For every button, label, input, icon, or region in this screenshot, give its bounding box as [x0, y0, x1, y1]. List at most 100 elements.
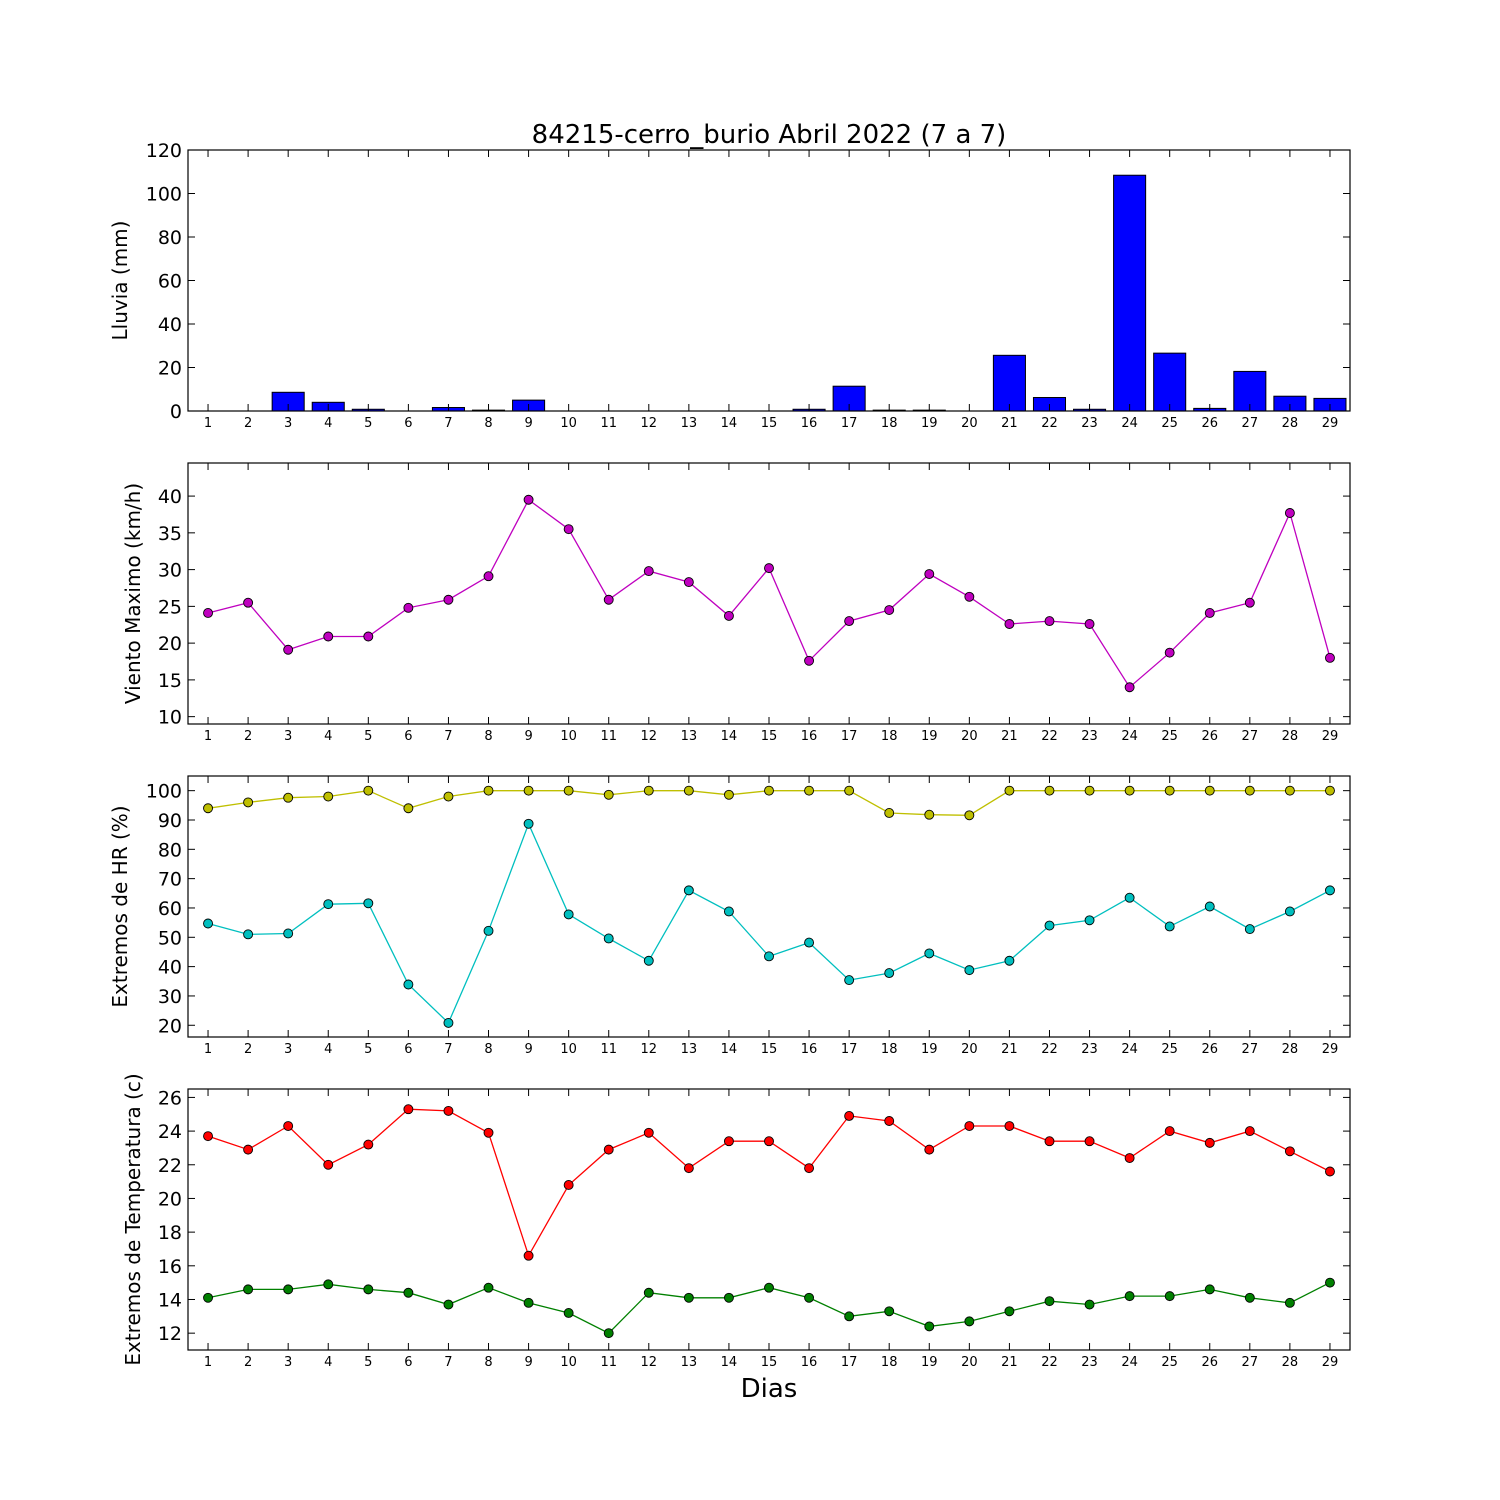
lluvia-xtick-label: 4	[324, 416, 332, 431]
hr-series-0-point-5	[363, 785, 374, 796]
temperatura-series-0-point-12	[643, 1127, 654, 1138]
temperatura-xtick-label: 25	[1161, 1355, 1178, 1370]
temperatura-series-0-point-17	[844, 1110, 855, 1121]
hr-xtick-label: 6	[404, 1042, 412, 1057]
viento-xtick-label: 20	[961, 729, 978, 744]
viento-series-0-point-16	[804, 655, 815, 666]
temperatura-xtick-label: 20	[961, 1355, 978, 1370]
lluvia-xtick-label: 8	[484, 416, 492, 431]
lluvia-xtick-label: 9	[524, 416, 532, 431]
hr-series-1-point-7	[443, 1017, 454, 1028]
viento-xtick-label: 11	[600, 729, 617, 744]
lluvia-ytick-label: 120	[146, 140, 182, 162]
viento-series-0-point-18	[884, 605, 895, 615]
hr-y-axis-label: Extremos de HR (%)	[108, 805, 132, 1007]
viento-xtick-label: 17	[841, 729, 858, 744]
viento-series-0-point-29	[1325, 652, 1335, 663]
temperatura-y-axis-label: Extremos de Temperatura (c)	[121, 1073, 145, 1365]
viento-series-0-point-23	[1084, 619, 1095, 629]
temperatura-series-1-point-14	[723, 1292, 734, 1303]
hr-xtick-label: 21	[1001, 1042, 1018, 1057]
viento-xtick-label: 14	[721, 729, 738, 744]
hr-series-0-point-9	[523, 785, 534, 796]
temperatura-xtick-label: 8	[484, 1355, 492, 1370]
temperatura-xtick-label: 16	[801, 1355, 818, 1370]
temperatura-ytick-label: 12	[158, 1323, 182, 1345]
temperatura-xtick-label: 23	[1081, 1355, 1098, 1370]
temperatura-series-0-point-22	[1044, 1136, 1055, 1147]
temperatura-xtick-label: 10	[560, 1355, 577, 1370]
hr-series-1-point-13	[683, 885, 694, 896]
temperatura-series-1-point-25	[1164, 1291, 1175, 1302]
hr-series-0-point-26	[1204, 785, 1215, 796]
hr-series-1-point-20	[964, 965, 975, 976]
temperatura-xtick-label: 3	[284, 1355, 292, 1370]
temperatura-series-1-point-21	[1004, 1306, 1015, 1317]
temperatura-xtick-label: 26	[1201, 1355, 1218, 1370]
hr-xtick-label: 24	[1121, 1042, 1138, 1057]
viento-xtick-label: 15	[761, 729, 778, 744]
viento-xtick-label: 22	[1041, 729, 1058, 744]
hr-ytick-label: 30	[158, 986, 182, 1008]
hr-series-1-point-12	[643, 955, 654, 966]
viento-xtick-label: 16	[801, 729, 818, 744]
temperatura-series-0-point-11	[603, 1144, 614, 1155]
viento-xtick-label: 23	[1081, 729, 1098, 744]
temperatura-series-0-point-18	[884, 1116, 895, 1126]
lluvia-xtick-label: 5	[364, 416, 372, 431]
temperatura-ytick-label: 18	[158, 1222, 182, 1244]
hr-series-0-point-20	[964, 810, 975, 821]
hr-xtick-label: 1	[204, 1042, 212, 1057]
lluvia-xtick-label: 2	[244, 416, 252, 431]
lluvia-xtick-label: 21	[1001, 416, 1018, 431]
viento-ytick-label: 40	[158, 486, 182, 508]
viento-ytick-label: 20	[158, 633, 182, 655]
hr-xtick-label: 26	[1201, 1042, 1218, 1057]
temperatura-series-0-point-24	[1124, 1153, 1135, 1163]
temperatura-series-0-point-28	[1284, 1146, 1295, 1157]
hr-series-0-point-7	[443, 791, 454, 802]
lluvia-xtick-label: 23	[1081, 416, 1098, 431]
temperatura-series-0-point-21	[1004, 1121, 1015, 1131]
hr-series-1-point-3	[283, 928, 294, 939]
viento-ytick-label: 10	[158, 707, 182, 729]
lluvia-xtick-label: 16	[801, 416, 818, 431]
hr-series-0-point-2	[243, 797, 254, 808]
viento-series-0-point-20	[964, 591, 975, 602]
temperatura-series-0-point-15	[764, 1136, 774, 1147]
viento-xtick-label: 10	[560, 729, 577, 744]
viento-series-0-point-12	[643, 566, 654, 577]
temperatura-series-1-point-26	[1204, 1284, 1215, 1295]
hr-xtick-label: 11	[600, 1042, 617, 1057]
temperatura-series-1-point-20	[964, 1316, 975, 1327]
temperatura-series-0-point-27	[1244, 1126, 1255, 1137]
hr-series-1-point-27	[1244, 924, 1255, 935]
temperatura-xtick-label: 14	[721, 1355, 738, 1370]
temperatura-series-0-point-19	[924, 1144, 935, 1155]
viento-xtick-label: 28	[1282, 729, 1299, 744]
viento-series-0-point-28	[1284, 508, 1295, 518]
hr-series-0-point-6	[403, 803, 414, 814]
hr-series-1-point-16	[804, 937, 815, 948]
hr-ytick-label: 40	[158, 957, 182, 979]
temperatura-xtick-label: 15	[761, 1355, 778, 1370]
hr-series-0-point-22	[1044, 785, 1055, 796]
temperatura-series-1-point-13	[683, 1292, 694, 1303]
temperatura-ytick-label: 20	[158, 1188, 182, 1210]
lluvia-xtick-label: 13	[681, 416, 698, 431]
lluvia-ytick-label: 20	[158, 358, 182, 380]
lluvia-xtick-label: 25	[1161, 416, 1178, 431]
lluvia-xtick-label: 24	[1121, 416, 1138, 431]
viento-xtick-label: 29	[1322, 729, 1339, 744]
lluvia-bar-21	[992, 354, 1026, 412]
temperatura-series-1-point-3	[283, 1284, 294, 1295]
lluvia-xtick-label: 7	[444, 416, 452, 431]
viento-series-0-point-10	[563, 524, 574, 535]
lluvia-y-axis-label: Lluvia (mm)	[108, 221, 132, 341]
lluvia-bar-25	[1153, 352, 1187, 412]
lluvia-xtick-label: 10	[560, 416, 577, 431]
hr-xtick-label: 14	[721, 1042, 738, 1057]
